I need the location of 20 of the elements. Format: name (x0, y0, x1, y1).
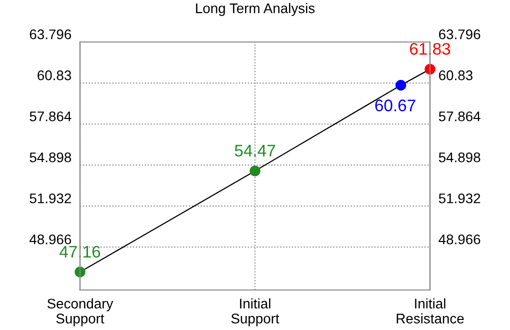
y-tick-label: 48.966 (30, 234, 72, 244)
x-tick-label: Secondary Support (47, 298, 114, 326)
data-label: 54.47 (234, 144, 276, 157)
x-tick-label: Initial Resistance (396, 298, 464, 324)
y2-tick-label: 51.932 (438, 193, 480, 204)
y-tick-label: 57.864 (30, 111, 72, 122)
data-label: 61.83 (410, 42, 450, 55)
y-tick-label: 63.796 (30, 29, 72, 40)
chart-title: Long Term Analysis (196, 3, 315, 16)
y-tick-label: 60.83 (38, 70, 72, 80)
y2-tick-label: 57.864 (438, 111, 480, 122)
y-tick-label: 54.898 (30, 152, 72, 162)
y2-tick-label: 54.898 (438, 152, 480, 162)
y2-tick-label: 60.83 (439, 70, 472, 80)
y-tick-label: 51.932 (30, 193, 71, 204)
x-tick-label: Initial Support (231, 298, 280, 326)
data-label: 60.67 (375, 100, 416, 112)
data-label: 47.16 (60, 246, 100, 258)
y2-tick-label: 63.796 (439, 29, 480, 40)
y2-tick-label: 48.966 (438, 234, 480, 244)
